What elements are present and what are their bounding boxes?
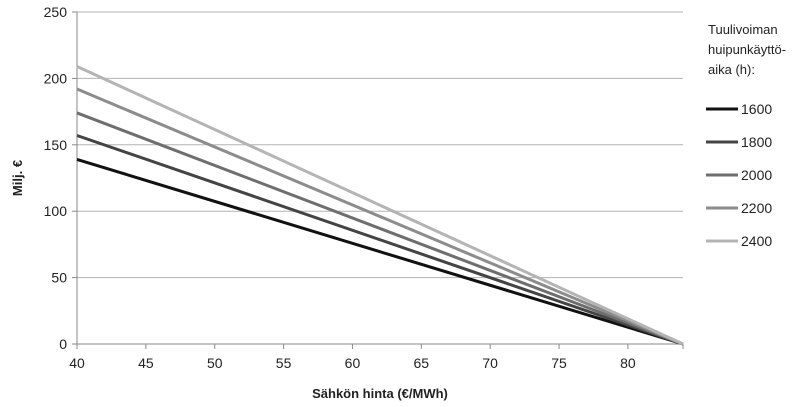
y-tick-label-50: 50 [51, 270, 67, 286]
x-tick-label-55: 55 [276, 355, 292, 371]
legend-label-2000: 2000 [741, 167, 772, 183]
y-tick-label-250: 250 [44, 4, 68, 20]
x-tick-label-70: 70 [482, 355, 498, 371]
series-line-2200 [76, 87, 684, 346]
series-lines [76, 65, 684, 346]
legend-title-line-2: huipunkäyttö- [708, 42, 786, 57]
x-tick-label-65: 65 [414, 355, 430, 371]
series-line-2000 [76, 111, 684, 346]
y-tick-label-0: 0 [59, 336, 67, 352]
tick-labels: 0 50 100 150 200 250 40 45 50 55 60 65 70 75 80 [44, 4, 636, 371]
x-tick-label-40: 40 [69, 355, 85, 371]
series-line-1800 [76, 134, 684, 346]
legend-label-1600: 1600 [741, 101, 772, 117]
gridlines [77, 11, 683, 279]
y-tick-label-150: 150 [44, 137, 68, 153]
x-axis-title: Sähkön hinta (€/MWh) [312, 386, 448, 401]
legend-title-line-1: Tuulivoiman [708, 22, 778, 37]
x-tick-label-60: 60 [345, 355, 361, 371]
legend-title-line-3: aika (h): [708, 62, 755, 77]
series-line-2400 [76, 65, 684, 346]
x-tick-label-50: 50 [207, 355, 223, 371]
y-tick-label-200: 200 [44, 70, 68, 86]
y-tick-label-100: 100 [44, 203, 68, 219]
series-line-1600 [76, 157, 684, 346]
y-axis-title: Milj. € [10, 160, 25, 196]
legend: Tuulivoiman huipunkäyttö- aika (h): 1600… [706, 22, 786, 249]
legend-items: 1600 1800 2000 2200 2400 [706, 101, 772, 249]
x-tick-label-75: 75 [551, 355, 567, 371]
x-tick-label-45: 45 [138, 355, 154, 371]
legend-label-1800: 1800 [741, 134, 772, 150]
axes [72, 11, 684, 349]
legend-label-2400: 2400 [741, 233, 772, 249]
x-tick-label-80: 80 [620, 355, 636, 371]
legend-label-2200: 2200 [741, 200, 772, 216]
